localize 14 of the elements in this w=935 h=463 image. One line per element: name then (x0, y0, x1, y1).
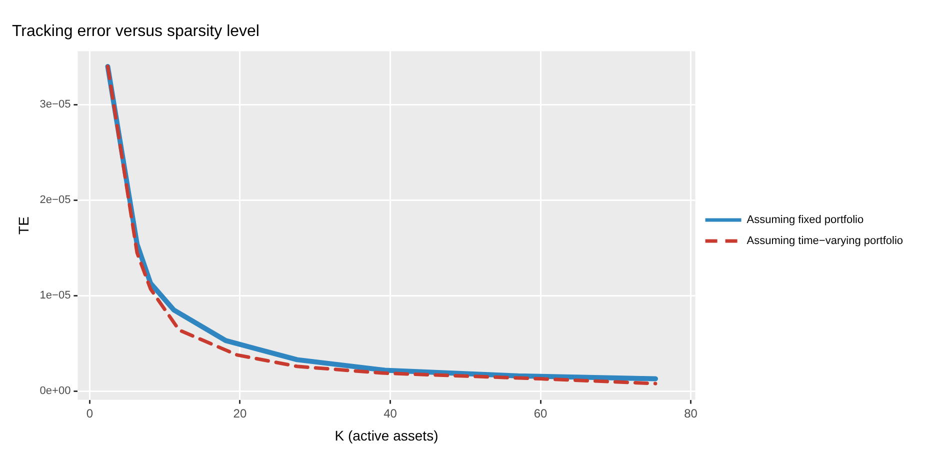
y-tick-label: 0e+00 (40, 385, 71, 398)
y-tick-label: 1e−05 (40, 290, 71, 302)
legend-label: Assuming fixed portfolio (746, 214, 864, 226)
x-tick-label: 20 (233, 406, 247, 420)
x-tick-label: 0 (86, 406, 94, 420)
x-tick-label: 40 (384, 406, 398, 420)
y-tick-label: 2e−05 (40, 194, 71, 206)
x-tick-label: 60 (534, 406, 548, 420)
x-axis-title: K (active assets) (334, 427, 438, 444)
y-axis-title: TE (15, 216, 32, 234)
chart-title: Tracking error versus sparsity level (12, 23, 260, 40)
legend-label: Assuming time−varying portfolio (746, 235, 904, 248)
y-tick-label: 3e−05 (40, 98, 71, 111)
x-tick-label: 80 (684, 406, 698, 420)
